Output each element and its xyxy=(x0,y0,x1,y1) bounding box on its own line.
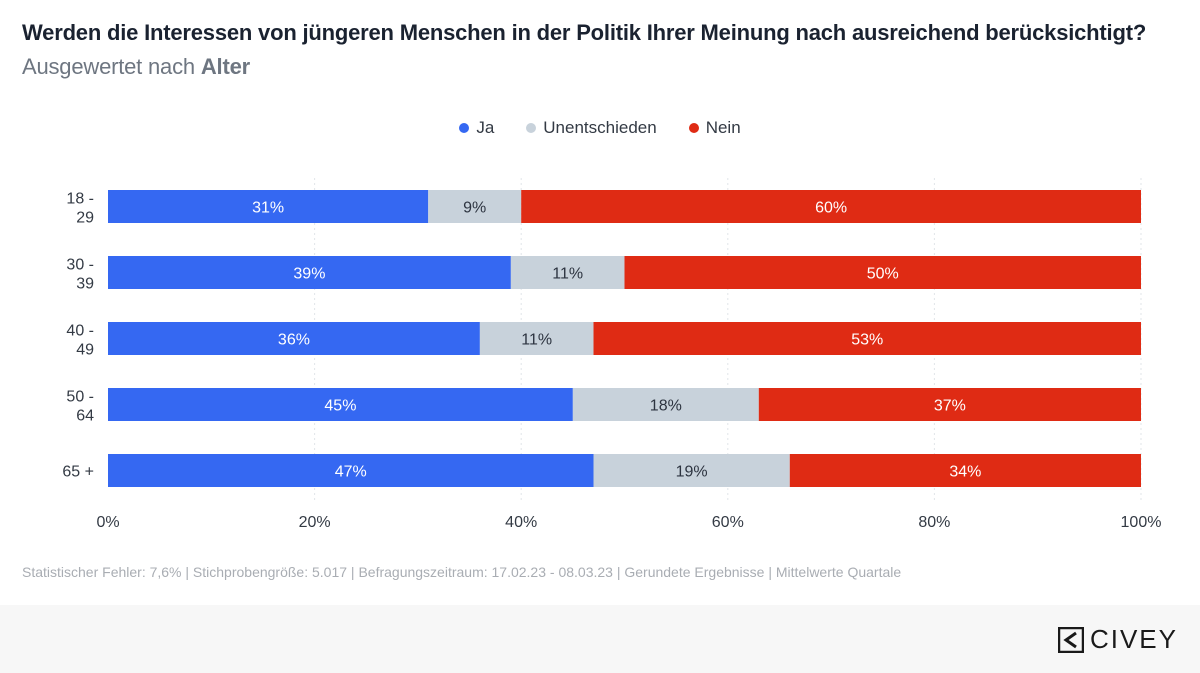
bar-nein-4 xyxy=(789,454,1141,487)
legend-item-nein[interactable]: Nein xyxy=(688,118,741,138)
data-label-ja-2: 36% xyxy=(278,332,310,349)
bottom-band xyxy=(0,605,1200,673)
stacked-bar-chart: 31% 9% 60% 18 - 29 39% 11% 50% 30 - 39 36% 11% 53% 40… xyxy=(62,178,1162,531)
legend-dot-unentschieden xyxy=(526,123,537,133)
data-label-unentschieden-3: 18% xyxy=(650,398,682,415)
data-label-nein-3: 37% xyxy=(934,398,966,415)
bar-ja-1 xyxy=(108,256,511,289)
data-label-unentschieden-4: 19% xyxy=(676,464,708,481)
data-label-nein-4: 34% xyxy=(949,464,981,481)
x-tick-label-40: 40% xyxy=(505,514,537,531)
bar-ja-3 xyxy=(108,388,573,421)
category-label-1-line-1: 39 xyxy=(76,276,94,293)
x-tick-label-0: 0% xyxy=(96,514,119,531)
data-label-ja-3: 45% xyxy=(324,398,356,415)
civey-logo-icon xyxy=(1057,626,1084,653)
bar-nein-1 xyxy=(624,256,1141,289)
category-label-0-line-0: 18 - xyxy=(66,191,94,208)
footer-note: Statistischer Fehler: 7,6% | Stichproben… xyxy=(22,564,902,580)
bar-unentschieden-0 xyxy=(428,190,522,223)
category-label-2-line-1: 49 xyxy=(76,342,94,359)
data-label-ja-0: 31% xyxy=(252,200,284,217)
data-label-unentschieden-1: 11% xyxy=(552,266,583,283)
category-label-4: 65 + xyxy=(62,464,94,481)
legend-label-nein: Nein xyxy=(705,118,741,137)
title-sub: Ausgewertet nach Alter xyxy=(22,54,250,79)
chart-title: Werden die Interessen von jüngeren Mensc… xyxy=(22,16,1172,84)
category-label-3-line-0: 50 - xyxy=(66,389,94,406)
x-tick-label-80: 80% xyxy=(918,514,950,531)
title-main: Werden die Interessen von jüngeren Mensc… xyxy=(22,20,1147,45)
bar-nein-2 xyxy=(593,322,1141,355)
bar-ja-4 xyxy=(108,454,594,487)
bar-ja-2 xyxy=(108,322,480,355)
bar-unentschieden-3 xyxy=(572,388,759,421)
legend-label-ja: Ja xyxy=(476,118,495,137)
category-label-2-line-0: 40 - xyxy=(66,323,94,340)
title-sub-bold: Alter xyxy=(200,54,250,79)
logo-text: CIVEY xyxy=(1089,624,1178,654)
bar-nein-0 xyxy=(521,190,1141,223)
civey-logo: CIVEY xyxy=(1057,624,1178,655)
legend-label-unentschieden: Unentschieden xyxy=(543,118,657,137)
bar-ja-0 xyxy=(108,190,429,223)
legend: Ja Unentschieden Nein xyxy=(0,118,1200,138)
x-tick-label-100: 100% xyxy=(1121,514,1162,531)
legend-item-ja[interactable]: Ja xyxy=(459,118,494,138)
x-tick-label-60: 60% xyxy=(712,514,744,531)
data-label-ja-1: 39% xyxy=(293,266,325,283)
category-label-0-line-1: 29 xyxy=(76,210,94,227)
x-tick-label-20: 20% xyxy=(299,514,331,531)
legend-item-unentschieden[interactable]: Unentschieden xyxy=(526,118,657,138)
legend-dot-ja xyxy=(459,123,470,133)
bar-unentschieden-2 xyxy=(479,322,594,355)
title-sub-prefix: Ausgewertet nach xyxy=(22,54,195,79)
category-label-3-line-1: 64 xyxy=(76,408,94,425)
bar-nein-3 xyxy=(758,388,1141,421)
bar-unentschieden-1 xyxy=(510,256,625,289)
legend-dot-nein xyxy=(688,123,699,133)
bar-unentschieden-4 xyxy=(593,454,790,487)
category-label-1-line-0: 30 - xyxy=(66,257,94,274)
data-label-unentschieden-0: 9% xyxy=(463,200,486,217)
data-label-ja-4: 47% xyxy=(335,464,367,481)
data-label-nein-2: 53% xyxy=(851,332,883,349)
data-label-nein-1: 50% xyxy=(867,266,899,283)
data-label-nein-0: 60% xyxy=(815,200,847,217)
data-label-unentschieden-2: 11% xyxy=(521,332,552,349)
